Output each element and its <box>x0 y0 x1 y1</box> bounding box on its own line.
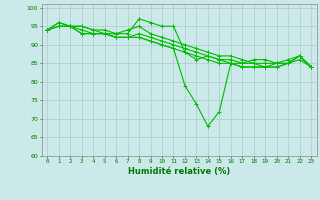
X-axis label: Humidité relative (%): Humidité relative (%) <box>128 167 230 176</box>
